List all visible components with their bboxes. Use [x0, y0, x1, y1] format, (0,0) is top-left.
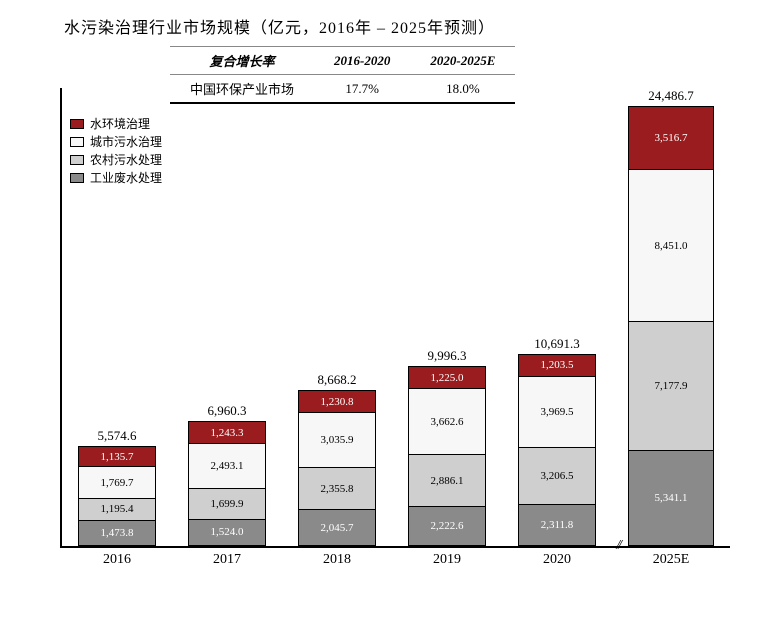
x-axis-label: 2016 — [103, 552, 131, 568]
legend-label: 农村污水处理 — [90, 151, 162, 168]
legend-label: 工业废水处理 — [90, 169, 162, 186]
bar-total-label: 10,691.3 — [534, 336, 580, 352]
bar-segment-rural: 2,355.8 — [298, 467, 376, 509]
bar-segment-rural: 7,177.9 — [628, 321, 714, 450]
legend-label: 水环境治理 — [90, 115, 150, 132]
x-axis-label: 2025E — [653, 552, 690, 568]
axis-break-mark: // — [616, 538, 620, 554]
bar-segment-env: 1,230.8 — [298, 390, 376, 412]
bar-segment-env: 3,516.7 — [628, 106, 714, 169]
table-header: 2016-2020 — [314, 47, 410, 75]
legend-item: 水环境治理 — [70, 115, 162, 132]
bar-segment-industrial: 2,222.6 — [408, 506, 486, 546]
legend-item: 城市污水治理 — [70, 133, 162, 150]
bar-stack: 2,311.83,206.53,969.51,203.5 — [518, 354, 596, 546]
bar-stack: 2,045.72,355.83,035.91,230.8 — [298, 390, 376, 546]
bar-segment-urban: 3,662.6 — [408, 388, 486, 454]
bar-stack: 5,341.17,177.98,451.03,516.7 — [628, 106, 714, 546]
x-axis-label: 2020 — [543, 552, 571, 568]
legend-swatch — [70, 137, 84, 147]
bar-stack: 1,473.81,195.41,769.71,135.7 — [78, 446, 156, 546]
bar-segment-rural: 1,699.9 — [188, 488, 266, 519]
legend-item: 工业废水处理 — [70, 169, 162, 186]
chart-title: 水污染治理行业市场规模（亿元，2016年 – 2025年预测） — [20, 14, 738, 38]
bar-segment-industrial: 5,341.1 — [628, 450, 714, 546]
x-axis-label: 2019 — [433, 552, 461, 568]
bar-segment-urban: 8,451.0 — [628, 169, 714, 321]
bar-segment-urban: 3,035.9 — [298, 412, 376, 467]
table-header: 2020-2025E — [410, 47, 515, 75]
bar-segment-env: 1,135.7 — [78, 446, 156, 466]
bar-segment-env: 1,243.3 — [188, 421, 266, 443]
bar-column: 9,996.32,222.62,886.13,662.61,225.02019 — [408, 348, 486, 546]
bar-total-label: 8,668.2 — [318, 372, 357, 388]
bar-column: 24,486.75,341.17,177.98,451.03,516.72025… — [628, 88, 714, 546]
bar-stack: 2,222.62,886.13,662.61,225.0 — [408, 366, 486, 546]
legend-swatch — [70, 173, 84, 183]
legend-item: 农村污水处理 — [70, 151, 162, 168]
bar-segment-industrial: 1,473.8 — [78, 520, 156, 546]
x-axis-label: 2017 — [213, 552, 241, 568]
bar-segment-industrial: 2,311.8 — [518, 504, 596, 546]
bar-column: 8,668.22,045.72,355.83,035.91,230.82018 — [298, 372, 376, 546]
bar-column: 5,574.61,473.81,195.41,769.71,135.72016 — [78, 428, 156, 546]
bar-total-label: 5,574.6 — [98, 428, 137, 444]
bar-segment-industrial: 1,524.0 — [188, 519, 266, 546]
bar-total-label: 24,486.7 — [648, 88, 694, 104]
legend: 水环境治理城市污水治理农村污水处理工业废水处理 — [70, 115, 162, 187]
bar-segment-urban: 3,969.5 — [518, 376, 596, 447]
bar-column: 10,691.32,311.83,206.53,969.51,203.52020 — [518, 336, 596, 546]
bars-container: 5,574.61,473.81,195.41,769.71,135.720166… — [62, 88, 730, 546]
bar-total-label: 6,960.3 — [208, 403, 247, 419]
x-axis-label: 2018 — [323, 552, 351, 568]
bar-total-label: 9,996.3 — [428, 348, 467, 364]
bar-stack: 1,524.01,699.92,493.11,243.3 — [188, 421, 266, 546]
bar-column: 6,960.31,524.01,699.92,493.11,243.32017 — [188, 403, 266, 546]
table-header: 复合增长率 — [170, 47, 314, 75]
bar-segment-industrial: 2,045.7 — [298, 509, 376, 546]
bar-segment-urban: 1,769.7 — [78, 466, 156, 498]
bar-segment-env: 1,203.5 — [518, 354, 596, 376]
legend-swatch — [70, 155, 84, 165]
legend-label: 城市污水治理 — [90, 133, 162, 150]
bar-segment-env: 1,225.0 — [408, 366, 486, 388]
bar-segment-rural: 2,886.1 — [408, 454, 486, 506]
bar-segment-urban: 2,493.1 — [188, 443, 266, 488]
legend-swatch — [70, 119, 84, 129]
x-axis — [60, 546, 730, 548]
bar-segment-rural: 3,206.5 — [518, 447, 596, 505]
bar-segment-rural: 1,195.4 — [78, 498, 156, 519]
